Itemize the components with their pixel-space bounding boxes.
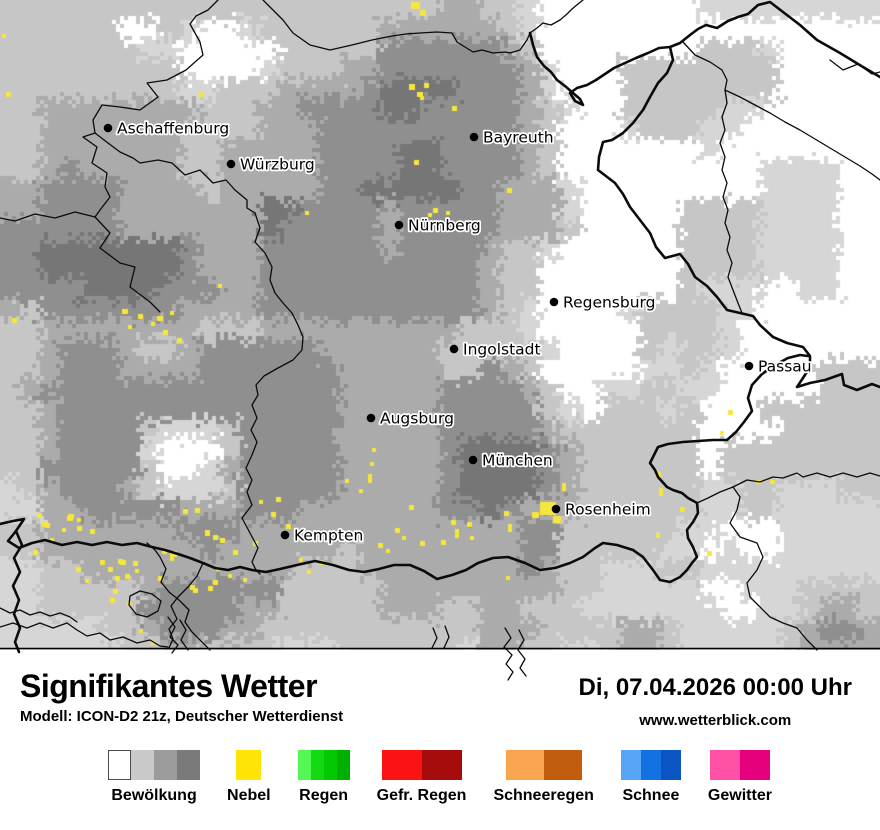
legend-color-cell [131, 750, 155, 780]
legend-swatch [108, 750, 201, 780]
legend-swatch [620, 750, 681, 780]
legend-swatch [381, 750, 462, 780]
weather-map: Aschaffenburg Würzburg Bayreuth Nürnberg Reg… [0, 0, 880, 681]
legend-color-cell [660, 750, 681, 780]
legend-color-cell [640, 750, 661, 780]
model-info: Modell: ICON-D2 21z, Deutscher Wetterdie… [20, 708, 344, 725]
legend-label: Nebel [227, 787, 271, 804]
legend-item-regen: Regen [297, 750, 350, 805]
legend-color-cell [236, 750, 262, 780]
legend-label: Regen [299, 787, 349, 804]
legend-item-schnee: Schnee [620, 750, 681, 805]
legend-color-cell [505, 750, 544, 780]
legend-label: Bewölkung [111, 787, 197, 804]
legend-item-bew-lkung: Bewölkung [108, 750, 201, 805]
legend-color-cell [336, 750, 350, 780]
legend-color-cell [421, 750, 462, 780]
map-footer: Signifikantes Wetter Modell: ICON-D2 21z… [0, 650, 880, 830]
legend-label: Gefr. Regen [376, 787, 467, 804]
legend-color-cell [709, 750, 740, 780]
legend-item-gewitter: Gewitter [708, 750, 772, 805]
legend-swatch [297, 750, 350, 780]
legend-color-cell [739, 750, 770, 780]
legend-color-cell [310, 750, 324, 780]
legend-swatch [505, 750, 582, 780]
legend-color-cell [154, 750, 178, 780]
legend-color-cell [620, 750, 641, 780]
legend-label: Gewitter [707, 787, 772, 804]
legend-color-cell [108, 750, 132, 780]
legend-color-cell [323, 750, 337, 780]
website-url: www.wetterblick.com [639, 712, 792, 729]
forecast-datetime: Di, 07.04.2026 00:00 Uhr [578, 674, 852, 701]
legend: Bewölkung Nebel Regen Gefr. Regen Schneerege… [0, 750, 880, 805]
page-title: Signifikantes Wetter [20, 668, 318, 704]
legend-label: Schneeregen [493, 787, 594, 804]
legend-item-nebel: Nebel [227, 750, 271, 805]
legend-swatch [709, 750, 770, 780]
legend-color-cell [381, 750, 422, 780]
legend-item-gefr--regen: Gefr. Regen [376, 750, 467, 805]
legend-swatch [236, 750, 262, 780]
legend-color-cell [177, 750, 201, 780]
weather-map-canvas [0, 0, 880, 650]
legend-item-schneeregen: Schneeregen [493, 750, 594, 805]
legend-color-cell [297, 750, 311, 780]
footer-right-column: Di, 07.04.2026 00:00 Uhr www.wetterblick… [578, 674, 852, 729]
legend-color-cell [543, 750, 582, 780]
legend-label: Schnee [622, 787, 680, 804]
